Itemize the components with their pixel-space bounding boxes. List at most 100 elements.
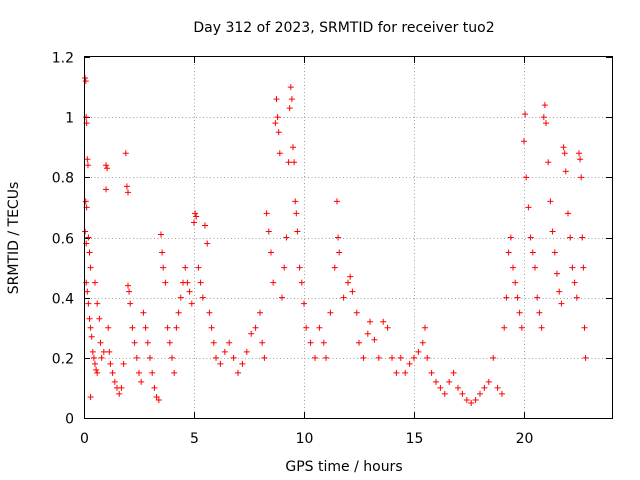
data-point <box>367 318 373 325</box>
y-tick-label: 1 <box>65 111 74 127</box>
data-point <box>93 366 100 373</box>
data-point <box>334 198 340 205</box>
data-point <box>125 282 131 289</box>
data-point <box>129 324 136 331</box>
data-point <box>285 159 292 166</box>
data-point <box>159 249 166 256</box>
data-point <box>274 114 281 121</box>
data-point <box>294 228 301 235</box>
data-point <box>288 96 295 103</box>
data-point <box>296 264 303 271</box>
data-point <box>561 150 568 157</box>
data-point <box>494 384 501 391</box>
data-point <box>199 294 206 301</box>
data-point <box>380 318 387 325</box>
data-point <box>459 390 466 397</box>
x-tick-label: 20 <box>516 431 534 447</box>
data-point <box>353 309 360 316</box>
data-point <box>94 369 101 376</box>
data-point <box>463 396 470 403</box>
data-point <box>384 324 391 331</box>
data-point <box>120 360 127 367</box>
data-point <box>516 309 523 316</box>
data-point <box>527 234 534 241</box>
data-point <box>202 222 208 229</box>
data-point <box>481 384 488 391</box>
data-point <box>103 186 109 193</box>
data-point <box>82 75 89 82</box>
x-tick-labels: 0 5 10 15 20 <box>80 431 533 447</box>
data-point <box>192 210 199 217</box>
data-point <box>582 354 589 361</box>
data-point <box>87 393 94 400</box>
data-point <box>131 339 138 346</box>
data-point <box>155 396 162 403</box>
data-point <box>142 324 149 331</box>
data-point <box>525 204 532 211</box>
data-point <box>164 324 171 331</box>
data-point <box>122 150 129 157</box>
x-tick-label: 15 <box>406 431 424 447</box>
data-point <box>177 294 184 301</box>
data-point <box>349 288 356 295</box>
data-point <box>191 219 197 226</box>
data-point <box>293 210 300 217</box>
data-point <box>316 324 323 331</box>
data-point <box>514 294 521 301</box>
data-point <box>580 264 587 271</box>
y-axis-label: SRMTID / TECUs <box>6 182 22 295</box>
data-point <box>393 369 400 376</box>
data-point <box>327 309 334 316</box>
data-point <box>375 354 382 361</box>
data-point <box>422 324 428 331</box>
data-point <box>419 339 426 346</box>
data-point <box>96 315 103 322</box>
data-point <box>84 156 91 163</box>
data-point <box>248 330 255 337</box>
data-point <box>477 390 483 397</box>
data-point <box>331 264 338 271</box>
data-point <box>186 288 193 295</box>
data-point <box>257 309 263 316</box>
data-point <box>86 249 93 256</box>
data-point <box>428 369 435 376</box>
data-point <box>578 174 585 181</box>
data-point <box>210 339 217 346</box>
data-point <box>147 354 153 361</box>
data-point <box>118 384 125 391</box>
data-point <box>523 174 530 181</box>
data-point <box>98 354 105 361</box>
data-point <box>281 264 288 271</box>
data-point <box>272 120 279 127</box>
data-point <box>510 264 516 271</box>
data-point <box>92 360 98 367</box>
data-point <box>549 228 556 235</box>
data-point <box>106 348 113 355</box>
data-point <box>263 210 270 217</box>
data-point <box>371 336 378 343</box>
data-point <box>512 279 519 286</box>
data-point <box>501 324 508 331</box>
data-point <box>116 390 123 397</box>
data-point <box>153 393 160 400</box>
y-tick-label: 0.8 <box>52 171 74 187</box>
data-point <box>298 279 305 286</box>
data-point <box>532 264 538 271</box>
data-point <box>287 84 294 91</box>
data-point <box>100 348 107 355</box>
data-point <box>446 378 453 385</box>
data-point <box>455 384 461 391</box>
data-point <box>301 300 307 307</box>
x-tick-label: 10 <box>296 431 314 447</box>
data-point <box>518 324 525 331</box>
data-point <box>85 300 92 307</box>
data-point <box>576 150 582 157</box>
data-point <box>213 354 219 361</box>
data-point <box>521 138 527 145</box>
data-point <box>560 144 567 151</box>
data-point <box>503 294 510 301</box>
data-point <box>275 129 282 136</box>
data-point <box>188 300 195 307</box>
data-point <box>450 369 457 376</box>
data-point <box>265 228 272 235</box>
